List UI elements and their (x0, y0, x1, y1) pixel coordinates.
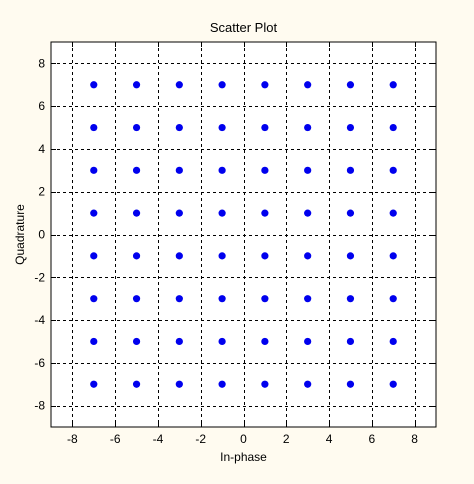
x-tick-label: 8 (411, 432, 418, 446)
data-point (218, 252, 226, 260)
data-point (261, 81, 269, 89)
data-point (218, 380, 226, 388)
data-point (389, 252, 397, 260)
data-point (304, 209, 312, 217)
data-point (175, 295, 183, 303)
data-point (304, 337, 312, 346)
data-point (175, 337, 183, 346)
data-point (218, 209, 226, 217)
x-tick-label: 0 (240, 432, 247, 446)
data-point (304, 123, 312, 132)
data-point (346, 252, 355, 260)
data-point (304, 295, 312, 303)
data-point (132, 380, 141, 388)
data-point (132, 295, 141, 303)
data-point (304, 252, 312, 260)
data-point (90, 123, 98, 132)
axis-ticks: -8 -6 -4 -2 0 2 4 6 8 -8 -6 -4 -2 0 2 4 6 8 (34, 42, 436, 446)
data-point (304, 380, 312, 388)
y-axis-label: Quadrature (13, 204, 27, 265)
data-point (389, 380, 397, 388)
y-tick-label: 0 (38, 228, 45, 242)
x-tick-label: 6 (368, 432, 375, 446)
data-point (90, 81, 98, 89)
data-point (90, 380, 98, 388)
data-point (389, 166, 397, 174)
x-tick-label: 4 (326, 432, 333, 446)
data-point (261, 166, 269, 174)
y-tick-label: -6 (34, 356, 45, 370)
data-point (304, 166, 312, 174)
x-tick-label: 2 (283, 432, 290, 446)
y-tick-label: 6 (38, 99, 45, 113)
x-tick-label: -4 (153, 432, 164, 446)
data-point (175, 209, 183, 217)
data-point (346, 123, 355, 132)
data-point (389, 295, 397, 303)
data-point (175, 252, 183, 260)
data-point (261, 252, 269, 260)
data-point (346, 81, 355, 89)
grid (51, 42, 436, 427)
data-point (346, 209, 355, 217)
data-point (261, 295, 269, 303)
data-point (90, 295, 98, 303)
y-tick-label: -8 (34, 399, 45, 413)
data-point (218, 337, 226, 346)
data-point (132, 81, 141, 89)
data-point (304, 81, 312, 89)
data-point (218, 166, 226, 174)
data-point (132, 123, 141, 132)
chart-title: Scatter Plot (210, 20, 278, 35)
plot-frame (50, 41, 437, 428)
y-tick-label: 2 (38, 185, 45, 199)
data-point (346, 337, 355, 346)
x-tick-label: -8 (67, 432, 78, 446)
data-point (389, 337, 397, 346)
data-point (389, 209, 397, 217)
data-point (261, 380, 269, 388)
x-axis-label: In-phase (220, 450, 267, 464)
data-point (218, 123, 226, 132)
data-point (261, 123, 269, 132)
data-point (132, 209, 141, 217)
data-point (90, 337, 98, 346)
x-tick-label: -2 (195, 432, 206, 446)
data-point (218, 295, 226, 303)
data-point (175, 81, 183, 89)
data-point (90, 209, 98, 217)
data-point (132, 337, 141, 346)
data-point (90, 252, 98, 260)
data-point (346, 295, 355, 303)
y-tick-label: -2 (34, 270, 45, 284)
y-tick-label: 8 (38, 56, 45, 70)
data-point (132, 252, 141, 260)
data-point (175, 166, 183, 174)
data-point (261, 337, 269, 346)
y-tick-label: 4 (38, 142, 45, 156)
y-tick-label: -4 (34, 313, 45, 327)
data-point (132, 166, 141, 174)
data-point (90, 166, 98, 174)
data-point (261, 209, 269, 217)
data-point (389, 123, 397, 132)
data-point (346, 380, 355, 388)
data-points (90, 81, 397, 388)
x-tick-label: -6 (110, 432, 121, 446)
data-point (175, 123, 183, 132)
data-point (175, 380, 183, 388)
plot-area (51, 42, 436, 427)
data-point (218, 81, 226, 89)
data-point (389, 81, 397, 89)
data-point (346, 166, 355, 174)
